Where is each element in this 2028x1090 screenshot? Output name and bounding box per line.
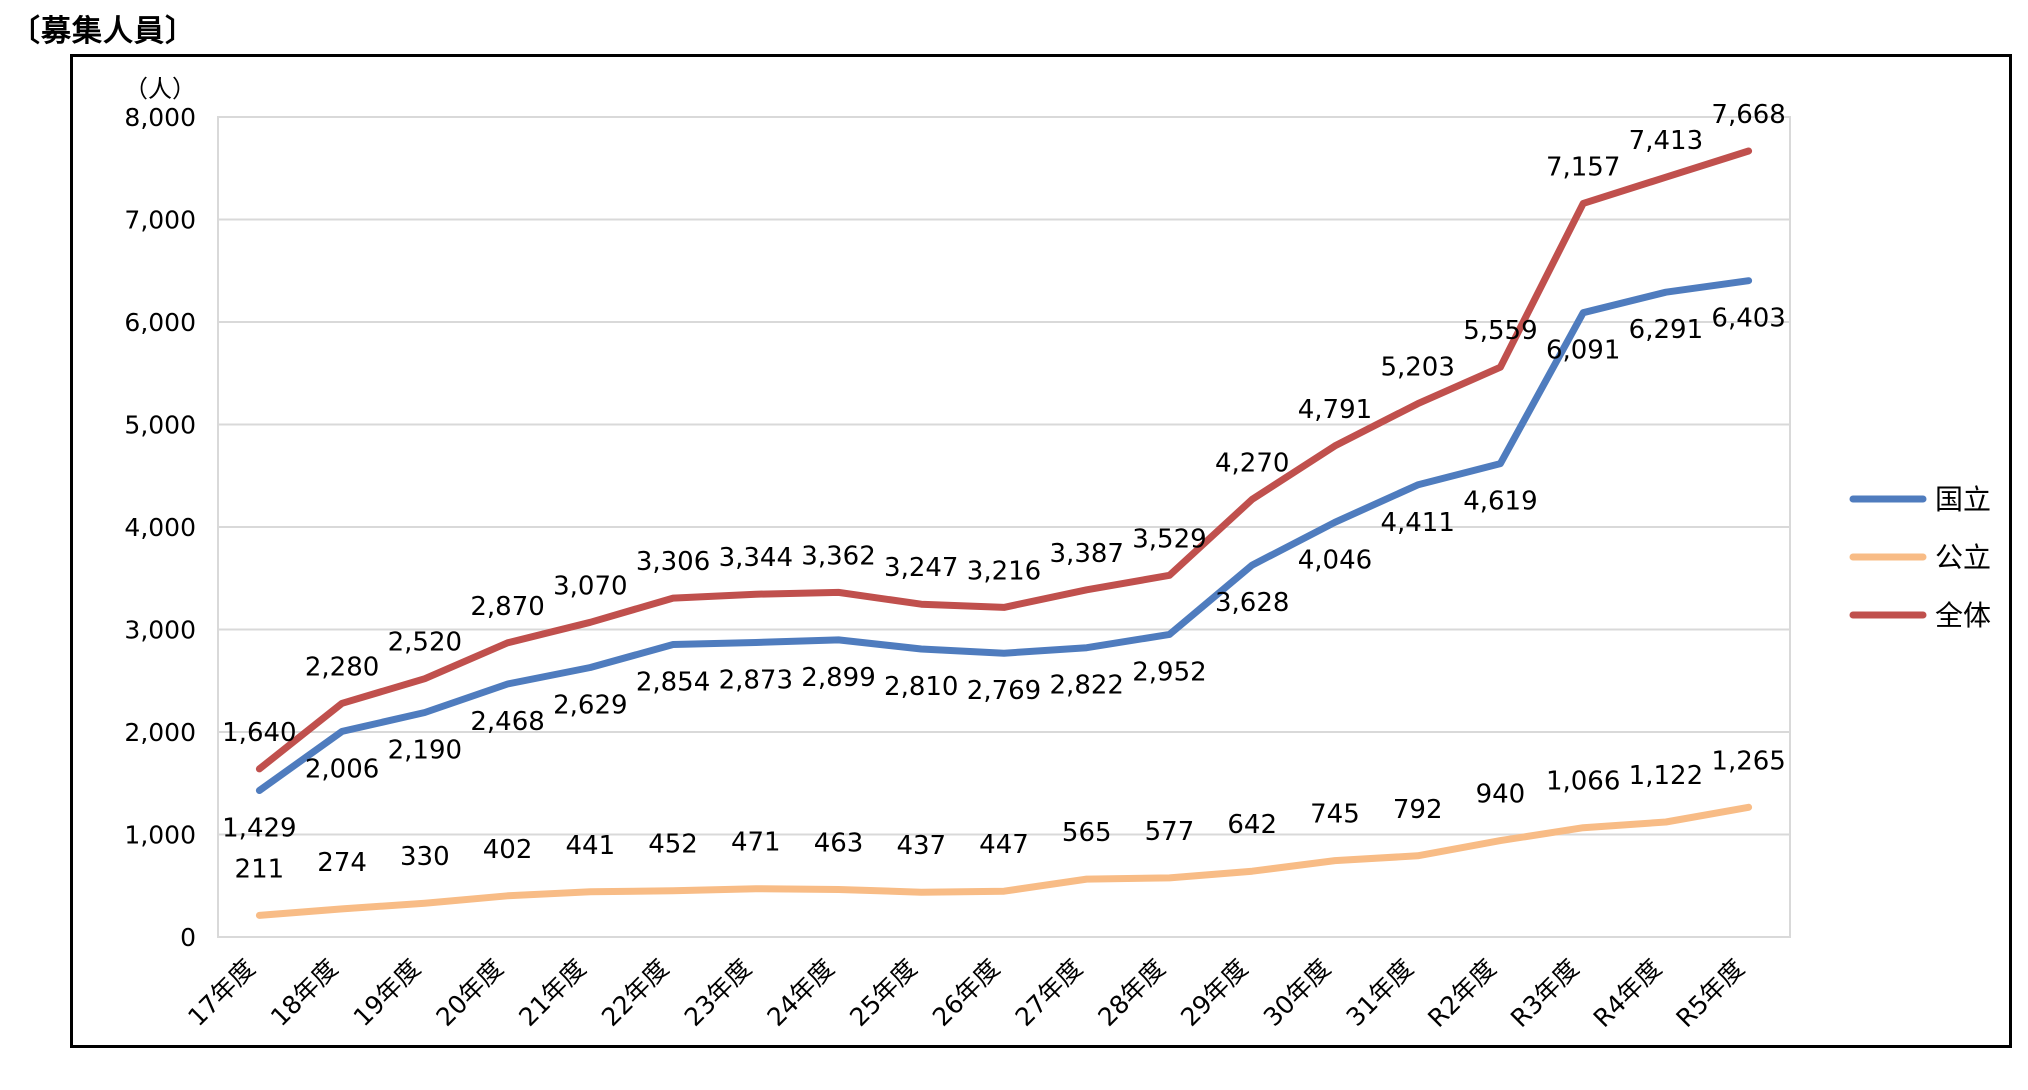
x-tick-label: 21年度 [513,954,591,1032]
data-label: 2,006 [305,754,379,784]
data-label: 7,668 [1711,100,1785,130]
data-label: 3,628 [1215,588,1289,618]
y-tick-label: 7,000 [124,206,196,235]
y-tick-label: 2,000 [124,718,196,747]
y-tick-label: 5,000 [124,411,196,440]
data-label: 1,640 [222,718,296,748]
x-tick-label: R3年度 [1505,954,1584,1033]
y-tick-label: 6,000 [124,308,196,337]
data-label: 471 [731,828,781,858]
data-label: 402 [483,835,533,865]
x-tick-label: 31年度 [1341,954,1419,1032]
data-label: 4,791 [1298,395,1372,425]
data-label: 2,468 [470,707,544,737]
data-label: 3,216 [967,556,1041,586]
data-label: 3,387 [1050,539,1124,569]
data-label: 577 [1145,817,1195,847]
legend-label: 国立 [1935,483,1991,516]
legend-label: 全体 [1935,599,1991,632]
x-tick-label: R2年度 [1422,954,1501,1033]
y-tick-label: 0 [180,923,196,952]
data-label: 2,810 [884,672,958,702]
plot-area: 0 1,000 2,000 3,000 4,000 5,000 6,000 7,000 8,00… [124,75,1991,1033]
data-label: 211 [235,854,285,884]
data-label: 2,629 [553,691,627,721]
data-label: 3,362 [801,541,875,571]
data-label: 3,070 [553,571,627,601]
data-label: 6,291 [1629,315,1703,345]
y-tick-label: 1,000 [124,821,196,850]
data-label: 1,066 [1546,767,1620,797]
x-tick-label: 17年度 [182,954,260,1032]
x-tick-label: 26年度 [927,954,1005,1032]
data-label: 2,280 [305,652,379,682]
x-tick-label: 24年度 [761,954,839,1032]
x-tick-label: 20年度 [430,954,508,1032]
data-label: 2,873 [719,666,793,696]
data-label: 2,520 [388,628,462,658]
data-label: 2,854 [636,667,710,697]
x-tick-label: 22年度 [596,954,674,1032]
x-tick-label: 27年度 [1010,954,1088,1032]
data-label: 437 [896,831,946,861]
data-label: 441 [565,831,615,861]
data-label: 4,270 [1215,448,1289,478]
data-label: 5,559 [1463,316,1537,346]
data-label: 642 [1227,810,1277,840]
data-label: 6,091 [1546,336,1620,366]
data-label: 792 [1393,795,1443,825]
data-label: 452 [648,830,698,860]
data-label: 3,344 [719,543,793,573]
data-label: 463 [814,829,864,859]
y-tick-label: 4,000 [124,513,196,542]
data-label: 2,870 [470,592,544,622]
legend-label: 公立 [1935,541,1991,574]
data-label: 447 [979,830,1029,860]
y-tick-label: 3,000 [124,616,196,645]
data-label: 1,265 [1711,746,1785,776]
data-label: 2,822 [1050,671,1124,701]
data-label: 4,411 [1380,508,1454,538]
x-tick-label: 28年度 [1092,954,1170,1032]
data-label: 2,952 [1132,657,1206,687]
chart-frame: 0 1,000 2,000 3,000 4,000 5,000 6,000 7,000 8,00… [70,54,2012,1048]
x-tick-label: R4年度 [1588,954,1667,1033]
data-label: 3,306 [636,547,710,577]
x-tick-label: 18年度 [265,954,343,1032]
y-tick-label: 8,000 [124,103,196,132]
data-label: 3,247 [884,553,958,583]
data-label: 3,529 [1132,524,1206,554]
x-tick-label: 30年度 [1258,954,1336,1032]
x-tick-label: R5年度 [1671,954,1750,1033]
data-label: 330 [400,842,450,872]
x-tick-label: 25年度 [844,954,922,1032]
data-label: 1,429 [222,814,296,844]
plot-border [217,116,1791,938]
data-label: 5,203 [1380,353,1454,383]
data-label: 2,899 [801,663,875,693]
data-label: 2,769 [967,676,1041,706]
x-tick-label: 29年度 [1175,954,1253,1032]
data-label: 274 [317,848,367,878]
x-tick-label: 23年度 [679,954,757,1032]
data-label: 940 [1476,780,1526,810]
data-label: 6,403 [1711,304,1785,334]
data-label: 7,413 [1629,126,1703,156]
data-label: 4,619 [1463,487,1537,517]
data-label: 1,122 [1629,761,1703,791]
data-label: 565 [1062,818,1112,848]
x-tick-label: 19年度 [348,954,426,1032]
data-label: 4,046 [1298,545,1372,575]
data-label: 7,157 [1546,152,1620,182]
page-title: 〔募集人員〕 [10,14,196,49]
line-chart: 0 1,000 2,000 3,000 4,000 5,000 6,000 7,000 8,00… [124,75,1991,1033]
data-label: 745 [1310,800,1360,830]
data-label: 2,190 [388,736,462,766]
y-unit-label: （人） [124,75,196,103]
